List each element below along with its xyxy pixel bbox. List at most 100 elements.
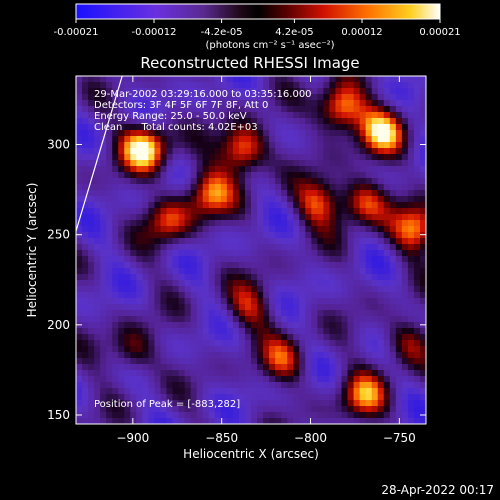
heatmap-cell	[106, 394, 113, 401]
heatmap-cell	[377, 286, 385, 293]
heatmap-cell	[208, 364, 216, 371]
heatmap-cell	[232, 136, 240, 143]
heatmap-cell	[269, 322, 276, 329]
heatmap-cell	[130, 412, 137, 419]
heatmap-cell	[124, 340, 131, 347]
heatmap-cell	[82, 136, 89, 143]
heatmap-cell	[329, 94, 337, 101]
heatmap-cell	[257, 118, 264, 125]
heatmap-cell	[275, 130, 282, 137]
heatmap-cell	[112, 382, 119, 389]
heatmap-cell	[299, 190, 306, 197]
heatmap-cell	[305, 148, 312, 155]
heatmap-cell	[130, 358, 137, 365]
heatmap-cell	[82, 112, 89, 119]
heatmap-cell	[407, 334, 415, 341]
heatmap-cell	[353, 400, 361, 407]
heatmap-cell	[172, 346, 180, 353]
heatmap-cell	[293, 172, 300, 179]
heatmap-cell	[305, 184, 312, 191]
heatmap-cell	[172, 118, 180, 125]
heatmap-cell	[76, 220, 83, 227]
heatmap-cell	[172, 406, 180, 413]
heatmap-cell	[263, 412, 270, 419]
heatmap-cell	[106, 118, 113, 125]
heatmap-cell	[238, 208, 246, 215]
heatmap-cell	[130, 142, 137, 149]
heatmap-cell	[329, 286, 337, 293]
heatmap-cell	[335, 346, 343, 353]
heatmap-cell	[395, 136, 403, 143]
heatmap-cell	[142, 394, 150, 401]
heatmap-cell	[335, 316, 343, 323]
heatmap-cell	[130, 346, 137, 353]
heatmap-cell	[148, 184, 156, 191]
heatmap-cell	[323, 292, 331, 299]
heatmap-cell	[82, 292, 89, 299]
heatmap-cell	[214, 190, 222, 197]
heatmap-cell	[124, 346, 131, 353]
heatmap-cell	[184, 100, 192, 107]
heatmap-cell	[124, 394, 131, 401]
heatmap-cell	[353, 388, 361, 395]
heatmap-cell	[257, 358, 264, 365]
heatmap-cell	[166, 118, 174, 125]
heatmap-cell	[178, 202, 186, 209]
heatmap-cell	[413, 136, 421, 143]
heatmap-cell	[232, 160, 240, 167]
heatmap-cell	[178, 118, 186, 125]
heatmap-cell	[347, 244, 355, 251]
heatmap-cell	[341, 160, 349, 167]
heatmap-cell	[208, 160, 216, 167]
heatmap-cell	[136, 298, 143, 305]
heatmap-cell	[202, 154, 210, 161]
heatmap-cell	[178, 178, 186, 185]
heatmap-cell	[377, 352, 385, 359]
heatmap-cell	[401, 304, 409, 311]
heatmap-cell	[112, 130, 119, 137]
heatmap-cell	[263, 280, 270, 287]
heatmap-cell	[305, 370, 312, 377]
heatmap-cell	[190, 88, 198, 95]
heatmap-cell	[94, 394, 101, 401]
heatmap-cell	[178, 286, 186, 293]
heatmap-cell	[353, 268, 361, 275]
heatmap-cell	[100, 274, 107, 281]
heatmap-cell	[136, 304, 143, 311]
heatmap-cell	[142, 352, 150, 359]
heatmap-cell	[232, 304, 240, 311]
heatmap-cell	[184, 286, 192, 293]
heatmap-cell	[226, 364, 234, 371]
heatmap-cell	[269, 334, 276, 341]
heatmap-cell	[124, 202, 131, 209]
heatmap-cell	[214, 346, 222, 353]
heatmap-cell	[293, 268, 300, 275]
heatmap-cell	[323, 154, 331, 161]
heatmap-cell	[395, 400, 403, 407]
heatmap-cell	[419, 310, 426, 317]
heatmap-cell	[226, 160, 234, 167]
heatmap-cell	[401, 394, 409, 401]
heatmap-cell	[88, 304, 95, 311]
heatmap-cell	[413, 142, 421, 149]
heatmap-cell	[347, 400, 355, 407]
heatmap-cell	[142, 196, 150, 203]
heatmap-cell	[359, 388, 367, 395]
heatmap-cell	[100, 346, 107, 353]
heatmap-cell	[269, 196, 276, 203]
heatmap-cell	[353, 172, 361, 179]
heatmap-cell	[208, 316, 216, 323]
heatmap-cell	[389, 376, 397, 383]
heatmap-cell	[166, 292, 174, 299]
heatmap-cell	[287, 334, 294, 341]
heatmap-cell	[220, 178, 228, 185]
heatmap-cell	[82, 340, 89, 347]
heatmap-cell	[160, 202, 168, 209]
heatmap-cell	[106, 208, 113, 215]
heatmap-cell	[214, 208, 222, 215]
heatmap-cell	[154, 244, 162, 251]
heatmap-cell	[208, 250, 216, 257]
heatmap-cell	[148, 100, 156, 107]
heatmap-cell	[413, 346, 421, 353]
heatmap-cell	[118, 262, 125, 269]
